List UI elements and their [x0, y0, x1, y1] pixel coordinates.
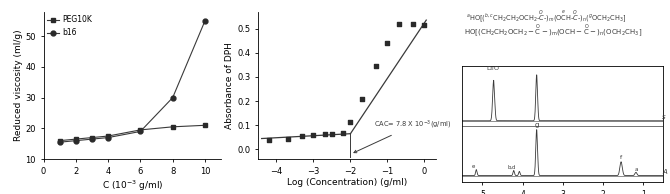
Text: g: g — [535, 122, 539, 127]
Line: PEG10K: PEG10K — [57, 123, 208, 143]
b16 — [201, 20, 209, 22]
b16 — [104, 136, 112, 139]
Point — [297, 135, 308, 138]
PEG10K — [104, 135, 112, 137]
PEG10K — [169, 126, 177, 128]
Y-axis label: Absorbance of DPH: Absorbance of DPH — [225, 42, 234, 129]
Point — [419, 23, 429, 27]
Point — [345, 121, 356, 124]
Point — [264, 138, 275, 141]
Line: b16: b16 — [57, 18, 208, 145]
Point — [308, 134, 319, 137]
Point — [326, 132, 337, 135]
PEG10K — [72, 138, 80, 140]
b16 — [72, 139, 80, 142]
Text: $\mathrm{HO[(CH_2CH_2OCH_2-\overset{O}{C}-)_m(OCH-\overset{O}{C}-)_n(OCH_2CH_3]}: $\mathrm{HO[(CH_2CH_2OCH_2-\overset{O}{C… — [464, 23, 642, 39]
X-axis label: C (10$^{-3}$ g/ml): C (10$^{-3}$ g/ml) — [102, 178, 163, 193]
Text: CAC= 7.8 X 10$^{-3}$(g/ml): CAC= 7.8 X 10$^{-3}$(g/ml) — [354, 119, 452, 153]
PEG10K — [56, 139, 64, 142]
Text: D$_2$O: D$_2$O — [486, 64, 501, 73]
b16 — [56, 141, 64, 143]
PEG10K — [201, 124, 209, 126]
Y-axis label: Reduced viscosity (ml/g): Reduced viscosity (ml/g) — [13, 29, 23, 141]
b16 — [137, 130, 145, 133]
Point — [356, 97, 367, 100]
Point — [382, 42, 393, 45]
Text: $^a$HO[(${^{b,c}}$CH$_2$CH$_2$OCH$_2$-$\overset{O}{C}$-)$_m$($\overset{e}{\mathr: $^a$HO[(${^{b,c}}$CH$_2$CH$_2$OCH$_2$-$\… — [466, 9, 626, 25]
PEG10K — [88, 136, 96, 139]
b16 — [88, 138, 96, 140]
PEG10K — [137, 129, 145, 131]
Point — [282, 137, 293, 140]
Point — [408, 22, 419, 25]
X-axis label: Log (Concentration) (g/ml): Log (Concentration) (g/ml) — [287, 178, 407, 187]
Legend: PEG10K, b16: PEG10K, b16 — [48, 16, 92, 37]
Point — [319, 133, 330, 136]
Text: b,d: b,d — [507, 165, 515, 170]
Text: A: A — [662, 169, 667, 175]
Text: a: a — [634, 167, 638, 172]
Text: f: f — [620, 155, 622, 160]
Text: e: e — [472, 164, 475, 169]
Point — [338, 131, 348, 134]
Text: s: s — [662, 114, 666, 120]
Point — [371, 64, 382, 68]
b16 — [169, 96, 177, 99]
Point — [393, 22, 404, 25]
